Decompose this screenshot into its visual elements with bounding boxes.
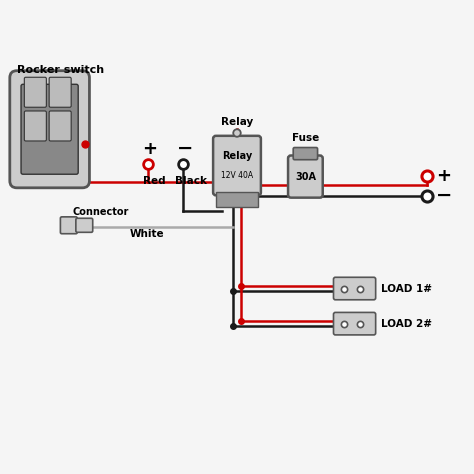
Text: Black: Black (175, 176, 207, 186)
Text: Fuse: Fuse (292, 134, 319, 144)
Bar (216, 192, 258, 207)
Circle shape (233, 129, 241, 137)
FancyBboxPatch shape (213, 136, 261, 195)
Text: 30A: 30A (295, 172, 316, 182)
Text: Relay: Relay (222, 151, 252, 161)
FancyBboxPatch shape (49, 77, 71, 107)
Text: 12V 40A: 12V 40A (221, 171, 253, 180)
Text: Rocker switch: Rocker switch (17, 65, 104, 75)
FancyBboxPatch shape (76, 218, 93, 232)
Text: LOAD 1#: LOAD 1# (381, 283, 432, 293)
FancyBboxPatch shape (293, 147, 318, 160)
FancyBboxPatch shape (10, 71, 90, 188)
FancyBboxPatch shape (288, 155, 323, 198)
Text: Relay: Relay (221, 117, 253, 127)
Text: +: + (142, 140, 157, 158)
FancyBboxPatch shape (334, 312, 376, 335)
FancyBboxPatch shape (24, 111, 46, 141)
FancyBboxPatch shape (49, 111, 71, 141)
Text: LOAD 2#: LOAD 2# (381, 319, 432, 328)
FancyBboxPatch shape (21, 84, 78, 174)
FancyBboxPatch shape (334, 277, 376, 300)
FancyBboxPatch shape (24, 77, 46, 107)
Text: −: − (436, 186, 453, 205)
Text: Connector: Connector (72, 207, 128, 217)
Text: White: White (129, 229, 164, 239)
FancyBboxPatch shape (60, 217, 77, 234)
Text: +: + (436, 167, 451, 185)
Text: −: − (177, 139, 193, 158)
Text: Red: Red (143, 176, 166, 186)
